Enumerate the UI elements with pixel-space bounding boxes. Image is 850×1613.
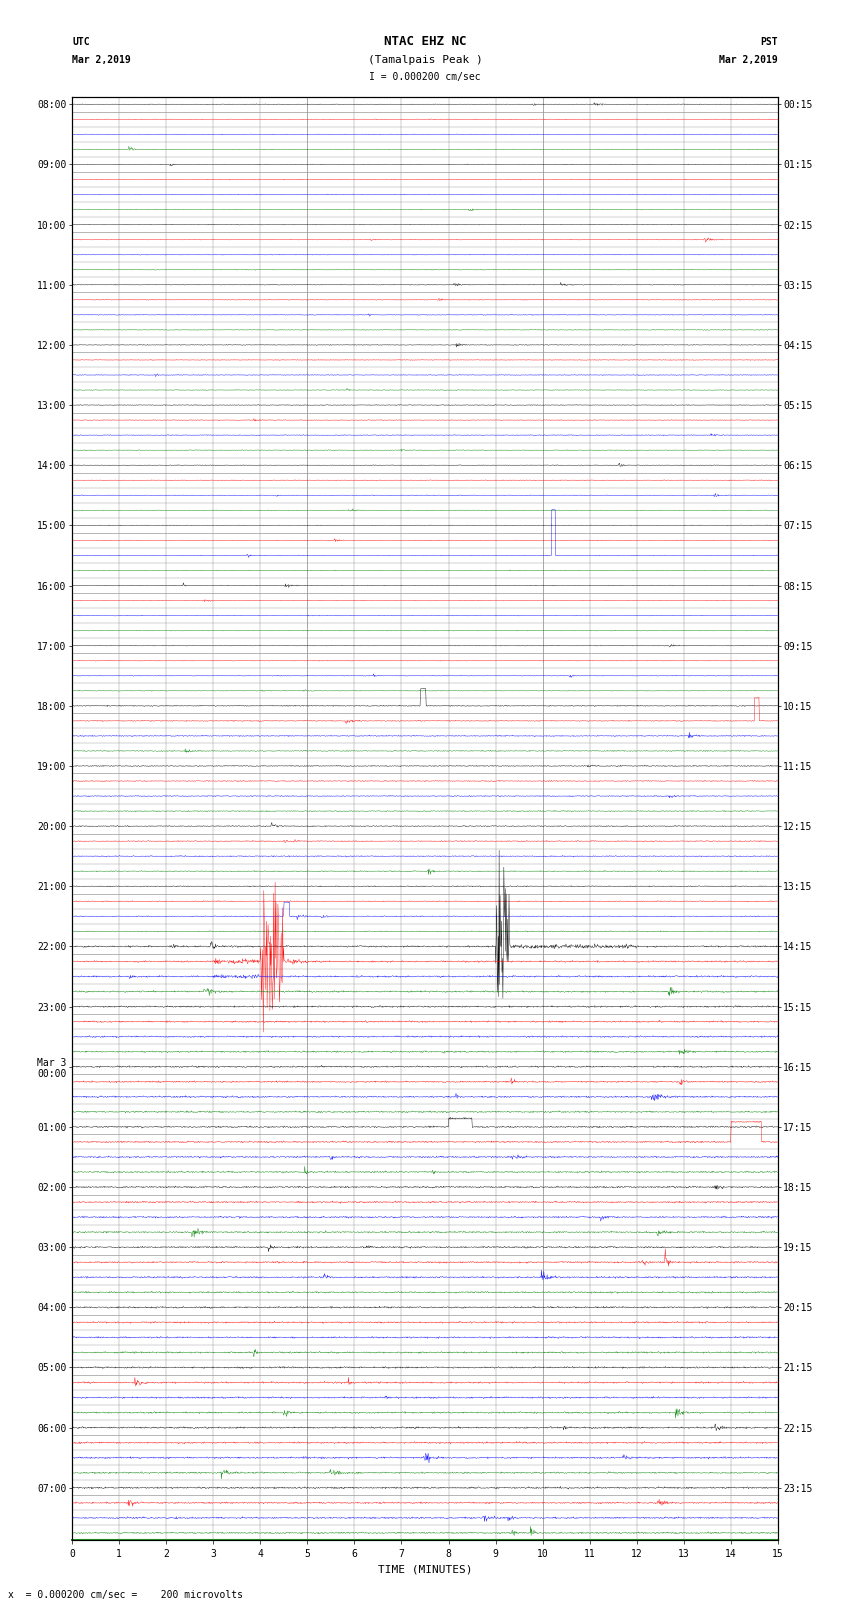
Text: x  = 0.000200 cm/sec =    200 microvolts: x = 0.000200 cm/sec = 200 microvolts xyxy=(8,1590,243,1600)
X-axis label: TIME (MINUTES): TIME (MINUTES) xyxy=(377,1565,473,1574)
Text: NTAC EHZ NC: NTAC EHZ NC xyxy=(383,35,467,48)
Text: Mar 2,2019: Mar 2,2019 xyxy=(719,55,778,65)
Text: I = 0.000200 cm/sec: I = 0.000200 cm/sec xyxy=(369,73,481,82)
Text: (Tamalpais Peak ): (Tamalpais Peak ) xyxy=(367,55,483,65)
Text: Mar 2,2019: Mar 2,2019 xyxy=(72,55,131,65)
Text: PST: PST xyxy=(760,37,778,47)
Text: UTC: UTC xyxy=(72,37,90,47)
